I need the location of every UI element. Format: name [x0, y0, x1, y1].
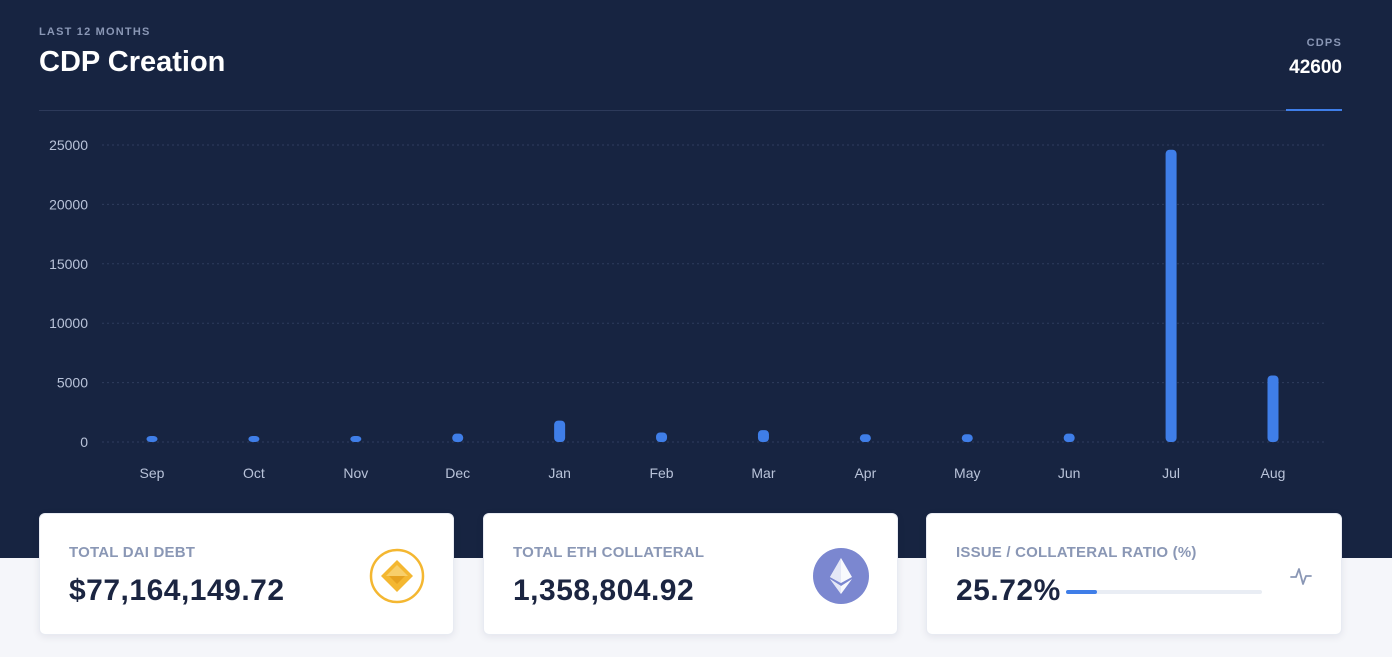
dai-debt-card: TOTAL DAI DEBT $77,164,149.72 [39, 513, 454, 635]
dai-icon [369, 548, 425, 604]
ratio-label: ISSUE / COLLATERAL RATIO (%) [956, 544, 1197, 561]
x-tick-label-aug: Aug [1261, 465, 1286, 481]
period-label: LAST 12 MONTHS [39, 26, 151, 38]
cdps-stat-value: 42600 [1289, 57, 1342, 78]
bar-aug[interactable] [1267, 375, 1279, 442]
chart-grid [102, 144, 1324, 443]
bar-jun[interactable] [1063, 433, 1075, 442]
eth-collateral-card: TOTAL ETH COLLATERAL 1,358,804.92 [483, 513, 898, 635]
chart-y-axis: 0 5000 10000 15000 20000 25000 [49, 137, 88, 450]
x-tick-label-feb: Feb [649, 465, 673, 481]
cdps-stat-label: CDPS [1306, 37, 1342, 49]
y-tick-label: 15000 [49, 256, 88, 272]
ethereum-icon [813, 548, 869, 604]
eth-collateral-label: TOTAL ETH COLLATERAL [513, 544, 705, 561]
bar-nov[interactable] [350, 436, 362, 442]
bar-jan[interactable] [554, 420, 566, 442]
y-tick-label: 5000 [57, 375, 88, 391]
header-divider-accent [1286, 109, 1342, 111]
ratio-card: ISSUE / COLLATERAL RATIO (%) 25.72% [926, 513, 1342, 635]
y-tick-label: 0 [80, 434, 88, 450]
header-divider [39, 110, 1342, 111]
x-tick-label-may: May [954, 465, 980, 481]
x-tick-label-jan: Jan [548, 465, 571, 481]
x-tick-label-jul: Jul [1162, 465, 1180, 481]
x-tick-label-apr: Apr [854, 465, 876, 481]
x-tick-label-sep: Sep [140, 465, 165, 481]
cdps-stat: CDPS 42600 [1289, 37, 1342, 79]
x-tick-label-jun: Jun [1058, 465, 1081, 481]
x-tick-label-mar: Mar [751, 465, 775, 481]
y-tick-label: 25000 [49, 137, 88, 153]
x-tick-label-oct: Oct [243, 465, 265, 481]
pulse-icon [1290, 568, 1312, 585]
ratio-progress-fill [1066, 590, 1097, 594]
ratio-progress-bar [1066, 590, 1262, 594]
eth-collateral-value: 1,358,804.92 [513, 574, 695, 607]
x-tick-label-nov: Nov [343, 465, 368, 481]
y-tick-label: 20000 [49, 196, 88, 212]
ratio-value: 25.72% [956, 574, 1061, 607]
bar-feb[interactable] [656, 432, 668, 442]
x-tick-label-dec: Dec [445, 465, 470, 481]
dai-debt-label: TOTAL DAI DEBT [69, 544, 196, 561]
cdp-creation-chart: 0 5000 10000 15000 20000 25000 Sep Oct Nov Dec Ja… [49, 137, 1324, 481]
bar-jul[interactable] [1165, 149, 1177, 442]
hero-panel: LAST 12 MONTHS CDP Creation CDPS 42600 0… [0, 0, 1392, 558]
chart-bars [146, 149, 1279, 442]
bar-apr[interactable] [859, 434, 871, 442]
bar-dec[interactable] [452, 433, 464, 442]
bar-mar[interactable] [757, 430, 769, 442]
bar-oct[interactable] [248, 436, 260, 442]
chart-x-axis: Sep Oct Nov Dec Jan Feb Mar Apr May Jun Jul Aug [140, 465, 1286, 481]
bar-may[interactable] [961, 434, 973, 442]
bar-sep[interactable] [146, 436, 158, 442]
dai-debt-value: $77,164,149.72 [69, 574, 285, 607]
y-tick-label: 10000 [49, 315, 88, 331]
page-title: CDP Creation [39, 46, 226, 78]
